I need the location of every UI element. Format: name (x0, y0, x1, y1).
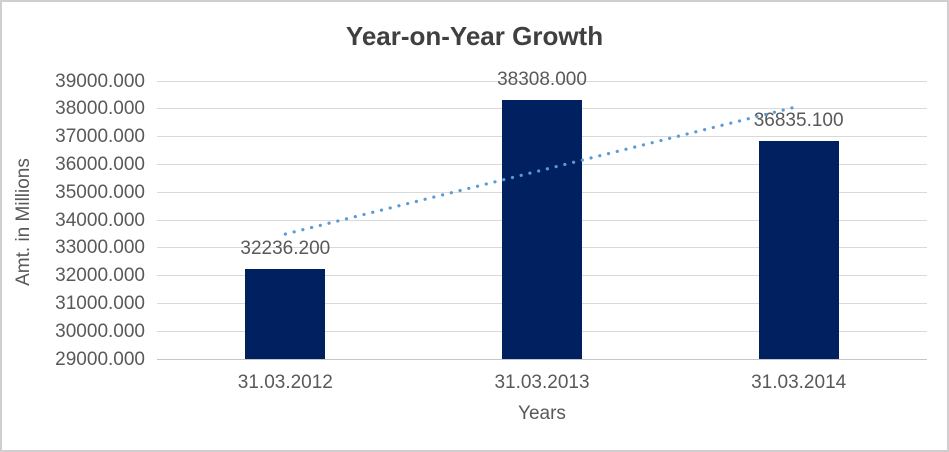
y-tick-label: 30000.000 (55, 320, 145, 342)
x-category-label: 31.03.2014 (751, 372, 847, 393)
y-tick-label: 33000.000 (55, 237, 145, 259)
y-tick-label: 34000.000 (55, 209, 145, 231)
y-tick-label: 38000.000 (55, 98, 145, 120)
y-tick-label: 31000.000 (55, 292, 145, 314)
x-category-label: 31.03.2013 (494, 372, 590, 393)
gridline (157, 358, 927, 360)
y-tick-label: 29000.000 (55, 348, 145, 370)
y-tick-label: 35000.000 (55, 181, 145, 203)
y-tick-label: 36000.000 (55, 153, 145, 175)
bar-31.03.2014 (758, 141, 839, 359)
data-label: 36835.100 (753, 110, 844, 132)
chart-title: Year-on-Year Growth (345, 21, 604, 51)
x-category-label: 31.03.2012 (237, 372, 333, 393)
y-tick-label: 39000.000 (55, 70, 145, 92)
y-tick-label: 37000.000 (55, 126, 145, 148)
y-tick-label: 32000.000 (55, 265, 145, 287)
bar-31.03.2013 (502, 100, 582, 359)
gridline (157, 80, 927, 82)
data-label: 38308.000 (497, 69, 587, 91)
bar-31.03.2012 (245, 269, 326, 359)
x-axis-title: Years (518, 403, 566, 424)
data-label: 32236.200 (240, 238, 331, 260)
